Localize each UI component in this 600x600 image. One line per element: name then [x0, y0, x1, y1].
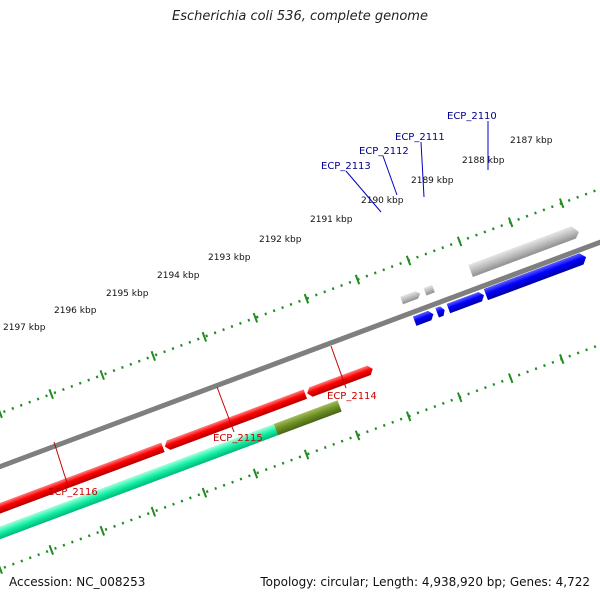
outer-major-ticks — [0, 198, 565, 419]
kbp-label: 2197 kbp — [3, 323, 46, 333]
outer-tick — [201, 331, 208, 342]
gene-olive — [273, 400, 342, 436]
kbp-label: 2194 kbp — [157, 271, 200, 281]
kbp-label-group: 2187 kbp 2188 kbp 2189 kbp 2190 kbp 2191 kbp… — [3, 136, 553, 333]
gene-ECP_2110-segment[interactable] — [468, 225, 580, 277]
outer-tick — [303, 293, 310, 304]
kbp-label: 2189 kbp — [411, 176, 454, 186]
genome-backbone — [0, 212, 600, 484]
outer-tick — [99, 369, 105, 381]
genome-stats-text: Topology: circular; Length: 4,938,920 bp… — [260, 575, 590, 589]
inner-tick — [99, 525, 106, 536]
outer-tick — [558, 198, 565, 209]
kbp-label: 2193 kbp — [208, 253, 251, 263]
gene-ECP_2116-segment[interactable] — [0, 442, 165, 523]
inner-tick — [559, 354, 565, 365]
inner-tick — [252, 468, 259, 479]
outer-tick — [405, 255, 412, 266]
outer-tick — [48, 389, 54, 400]
kbp-label: 2188 kbp — [462, 156, 505, 166]
inner-tick — [303, 449, 310, 460]
inner-tick — [150, 506, 157, 517]
outer-tick — [456, 236, 463, 247]
callout-line-ECP_2114 — [330, 345, 347, 389]
gene-label-ECP_2110[interactable]: ECP_2110 — [447, 111, 497, 122]
gene-reverse-small-a[interactable] — [412, 309, 435, 326]
kbp-label: 2192 kbp — [259, 235, 302, 245]
inner-major-ticks — [0, 354, 565, 575]
gene-label-ECP_2112[interactable]: ECP_2112 — [359, 146, 409, 157]
gene-ECP_2111-segment[interactable] — [446, 291, 486, 314]
outer-tick — [507, 217, 514, 228]
gene-label-ECP_2111[interactable]: ECP_2111 — [395, 132, 445, 143]
callout-line-ECP_2111 — [420, 141, 425, 198]
gene-label-ECP_2113[interactable]: ECP_2113 — [321, 161, 371, 172]
callout-line-ECP_2113 — [345, 170, 382, 213]
gene-ECP_2112-segment[interactable] — [423, 284, 435, 296]
gene-ECP_2114-segment[interactable] — [305, 364, 374, 398]
gene-ECP_2113-segment[interactable] — [400, 290, 422, 305]
callout-line-ECP_2115 — [216, 386, 235, 433]
outer-tick — [354, 274, 361, 285]
outer-tick — [0, 408, 3, 419]
callout-line-ECP_2112 — [382, 155, 398, 196]
genome-track-group — [0, 166, 600, 575]
inner-tick — [354, 430, 361, 441]
inner-tick — [48, 544, 54, 555]
kbp-label: 2187 kbp — [510, 136, 553, 146]
gene-callouts: ECP_2110 ECP_2111 ECP_2112 ECP_2113 ECP_… — [48, 111, 497, 498]
gene-mint-long — [0, 424, 278, 545]
kbp-label: 2196 kbp — [54, 306, 97, 316]
outer-scale-ring — [0, 166, 600, 436]
accession-text: Accession: NC_008253 — [9, 575, 146, 589]
gene-label-ECP_2114[interactable]: ECP_2114 — [327, 391, 377, 402]
gene-label-ECP_2116[interactable]: ECP_2116 — [48, 487, 98, 498]
gene-ECP_2115-segment[interactable] — [163, 389, 308, 451]
inner-tick — [201, 487, 208, 498]
gene-reverse-small-b[interactable] — [435, 305, 446, 318]
inner-scale-ring — [0, 303, 600, 572]
kbp-label: 2190 kbp — [361, 196, 404, 206]
outer-tick — [252, 312, 259, 323]
inner-tick — [508, 373, 514, 384]
callout-line-ECP_2116 — [53, 441, 69, 487]
gene-reverse-long[interactable] — [483, 251, 588, 301]
kbp-label: 2191 kbp — [310, 215, 353, 225]
inner-tick — [405, 411, 412, 422]
kbp-label: 2195 kbp — [106, 289, 149, 299]
outer-tick — [150, 350, 156, 361]
inner-tick — [0, 563, 3, 575]
genome-title: Escherichia coli 536, complete genome — [172, 9, 428, 24]
gene-label-ECP_2115[interactable]: ECP_2115 — [213, 433, 263, 444]
inner-tick — [456, 392, 463, 403]
